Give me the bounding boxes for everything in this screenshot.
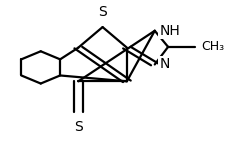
Text: S: S xyxy=(74,120,83,134)
Text: S: S xyxy=(98,5,107,19)
Text: NH: NH xyxy=(160,24,181,38)
Text: CH₃: CH₃ xyxy=(201,40,224,53)
Text: N: N xyxy=(160,57,171,71)
